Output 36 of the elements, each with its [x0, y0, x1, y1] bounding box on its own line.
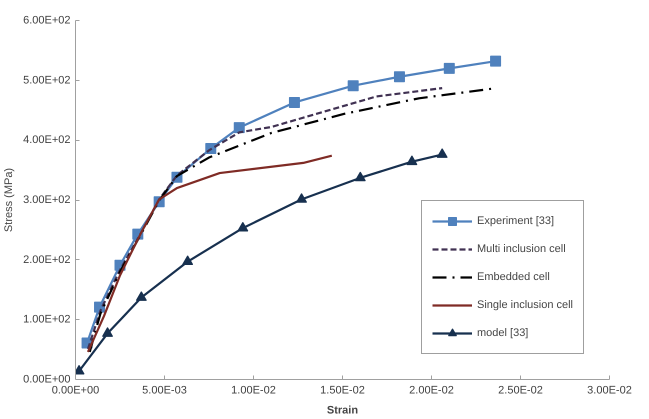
- point: [237, 222, 248, 232]
- x-tick-label: 1.00E-02: [231, 384, 276, 396]
- y-tick-label: 2.00E+02: [23, 254, 70, 266]
- x-tick-label: 2.00E-02: [409, 384, 454, 396]
- y-tick-label: 1.00E+02: [23, 314, 70, 326]
- point: [394, 71, 405, 82]
- legend-label: Multi inclusion cell: [477, 243, 566, 255]
- point: [136, 291, 147, 301]
- point: [102, 327, 114, 337]
- x-tick-label: 3.00E-02: [587, 384, 632, 396]
- point: [296, 193, 308, 203]
- point: [182, 255, 194, 266]
- point: [288, 96, 300, 108]
- point: [348, 80, 359, 92]
- legend-label: model [33]: [477, 327, 528, 339]
- legend-label: Experiment [33]: [477, 215, 554, 227]
- point: [354, 172, 366, 182]
- x-tick-label: 1.50E-02: [320, 384, 365, 396]
- point: [234, 122, 245, 134]
- y-tick-label: 5.00E+02: [23, 74, 70, 86]
- y-tick-label: 4.00E+02: [23, 134, 70, 146]
- point: [406, 155, 418, 166]
- line-series: [86, 154, 333, 354]
- legend-label: Single inclusion cell: [477, 299, 573, 311]
- x-tick-label: 2.50E-02: [498, 384, 543, 396]
- y-tick-label: 6.00E+02: [23, 14, 70, 26]
- point: [444, 62, 455, 74]
- y-tick-label: 0.00E+00: [23, 374, 70, 386]
- x-tick-label: 5.00E-03: [142, 384, 187, 396]
- x-tick-label: 0.00E+00: [52, 384, 100, 396]
- y-tick-label: 3.00E+02: [23, 194, 70, 206]
- x-axis-title: Strain: [326, 404, 358, 416]
- y-axis-title: Stress (MPa): [3, 168, 16, 232]
- legend-label: Embedded cell: [477, 271, 550, 283]
- point: [436, 148, 448, 158]
- point: [490, 56, 502, 67]
